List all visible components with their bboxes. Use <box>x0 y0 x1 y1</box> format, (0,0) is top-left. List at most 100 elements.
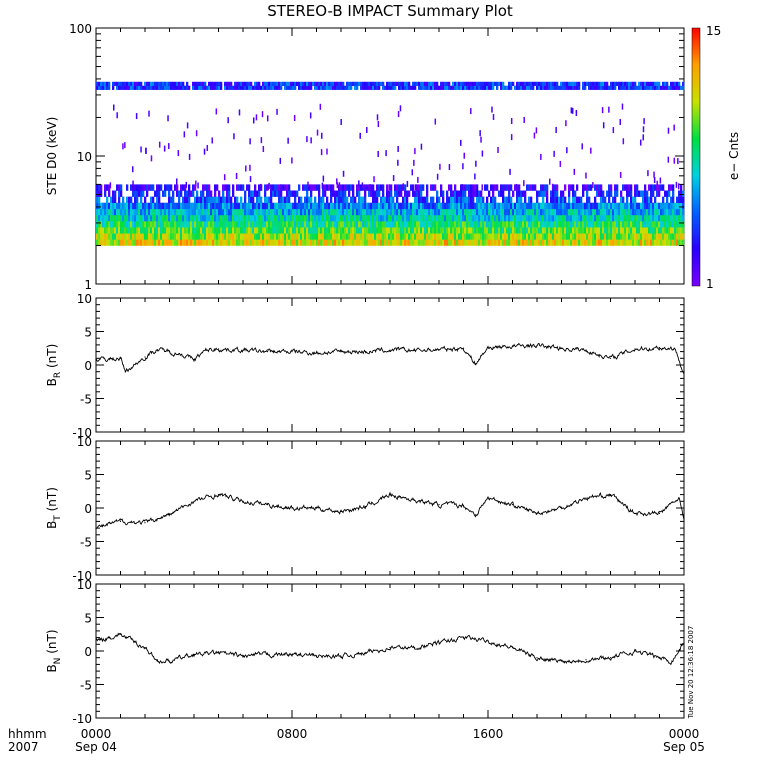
heatmap-cell <box>574 221 577 228</box>
heatmap-cell <box>328 184 331 191</box>
heatmap-cell <box>212 214 215 222</box>
heatmap-cell <box>568 184 571 191</box>
heatmap-cell <box>388 239 391 246</box>
heatmap-cell <box>548 239 551 246</box>
heatmap-cell <box>342 190 345 197</box>
heatmap-cell <box>186 227 189 234</box>
heatmap-cell <box>290 214 293 222</box>
heatmap-cell <box>516 196 519 204</box>
heatmap-cell <box>186 233 189 240</box>
heatmap-cell <box>576 214 579 222</box>
heatmap-cell <box>192 221 195 228</box>
heatmap-cell <box>552 214 555 222</box>
heatmap-cell <box>308 227 311 234</box>
heatmap-cell <box>250 85 253 90</box>
heatmap-cell <box>562 202 565 210</box>
heatmap-cell <box>522 214 525 222</box>
heatmap-cell <box>504 221 507 228</box>
heatmap-cell <box>108 184 111 191</box>
heatmap-cell <box>466 184 469 191</box>
heatmap-cell <box>346 233 349 240</box>
heatmap-cell <box>358 190 361 197</box>
field-point <box>683 642 685 644</box>
heatmap-cell <box>118 221 121 228</box>
heatmap-cell <box>370 221 373 228</box>
heatmap-cell <box>384 85 387 90</box>
heatmap-cell <box>586 208 589 216</box>
heatmap-cell <box>674 85 677 90</box>
heatmap-cell <box>188 239 191 246</box>
heatmap-cell <box>326 227 329 234</box>
heatmap-cell <box>336 227 339 234</box>
heatmap-cell <box>210 190 213 197</box>
heatmap-cell <box>534 214 537 222</box>
heatmap-cell <box>382 81 385 87</box>
heatmap-cell <box>352 233 355 240</box>
heatmap-cell <box>330 221 333 228</box>
heatmap-cell <box>562 208 565 216</box>
heatmap-cell <box>504 85 507 90</box>
heatmap-cell <box>640 81 643 87</box>
field-point <box>242 655 244 657</box>
heatmap-cell <box>276 214 279 222</box>
heatmap-cell <box>612 221 615 228</box>
heatmap-cell <box>352 227 355 234</box>
heatmap-cell <box>276 239 279 246</box>
heatmap-cell <box>675 181 678 188</box>
heatmap-cell <box>294 227 297 234</box>
heatmap-cell <box>454 85 457 90</box>
heatmap-cell <box>558 221 561 228</box>
heatmap-cell <box>682 227 685 234</box>
heatmap-cell <box>464 233 467 240</box>
heatmap-cell <box>450 221 453 228</box>
heatmap-cell <box>188 221 191 228</box>
heatmap-cell <box>358 227 361 234</box>
heatmap-cell <box>250 190 253 197</box>
field-point <box>413 499 416 501</box>
heatmap-cell <box>288 214 291 222</box>
heatmap-cell <box>576 233 579 240</box>
heatmap-cell <box>458 202 461 210</box>
heatmap-cell <box>208 227 211 234</box>
heatmap-cell <box>186 202 189 210</box>
heatmap-cell <box>502 233 505 240</box>
field-point <box>144 522 146 524</box>
heatmap-cell <box>652 81 655 87</box>
heatmap-cell <box>422 233 425 240</box>
heatmap-cell <box>626 184 629 191</box>
heatmap-cell <box>188 153 191 160</box>
heatmap-cell <box>116 239 119 246</box>
heatmap-cell <box>634 202 637 210</box>
heatmap-cell <box>666 208 669 216</box>
heatmap-cell <box>516 221 519 228</box>
heatmap-cell <box>332 202 335 210</box>
heatmap-cell <box>130 239 133 246</box>
heatmap-cell <box>602 81 605 87</box>
heatmap-cell <box>414 184 417 191</box>
heatmap-cell <box>316 233 319 240</box>
heatmap-cell <box>540 214 543 222</box>
heatmap-cell <box>270 81 273 87</box>
heatmap-cell <box>582 208 585 216</box>
heatmap-cell <box>556 221 559 228</box>
heatmap-cell <box>482 221 485 228</box>
heatmap-cell <box>458 85 461 90</box>
heatmap-cell <box>194 227 197 234</box>
heatmap-cell <box>396 196 399 204</box>
heatmap-cell <box>410 85 413 90</box>
heatmap-cell <box>571 107 574 114</box>
heatmap-cell <box>262 227 265 234</box>
heatmap-cell <box>252 196 255 204</box>
heatmap-cell <box>458 196 461 204</box>
heatmap-cell <box>554 81 557 87</box>
heatmap-cell <box>476 221 479 228</box>
heatmap-cell <box>326 233 329 240</box>
heatmap-cell <box>170 85 173 90</box>
heatmap-cell <box>642 196 645 204</box>
heatmap-cell <box>132 233 135 240</box>
heatmap-cell <box>332 221 335 228</box>
heatmap-cell <box>604 202 607 210</box>
br-ylabel-main: B <box>45 378 59 386</box>
heatmap-cell <box>602 85 605 90</box>
heatmap-cell <box>152 196 155 204</box>
